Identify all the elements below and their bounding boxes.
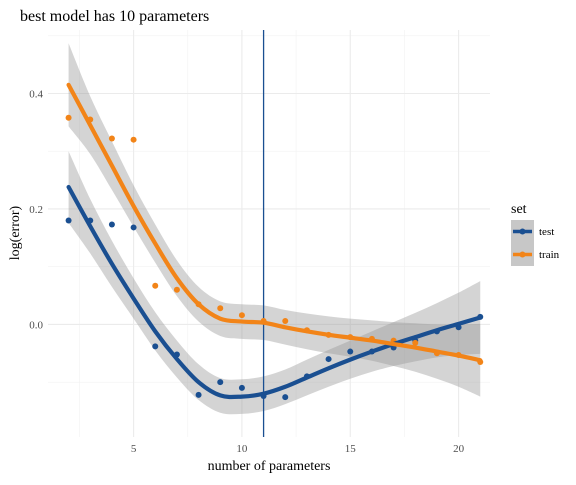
y-tick-label: 0.2 bbox=[29, 204, 43, 216]
data-point-test bbox=[195, 391, 202, 398]
data-point-train bbox=[130, 136, 137, 143]
x-tick-label: 10 bbox=[236, 443, 248, 455]
legend: set test train bbox=[511, 202, 560, 266]
y-axis-label: log(error) bbox=[8, 205, 23, 260]
data-point-test bbox=[347, 348, 354, 355]
data-point-train bbox=[238, 312, 245, 319]
chart-title: best model has 10 parameters bbox=[20, 8, 209, 25]
data-point-test bbox=[130, 224, 137, 231]
data-point-test bbox=[238, 384, 245, 391]
x-tick-label: 5 bbox=[131, 443, 137, 455]
data-point-train bbox=[173, 286, 180, 293]
confidence-band-train bbox=[68, 43, 481, 397]
data-point-train bbox=[65, 114, 72, 121]
data-point-train bbox=[108, 135, 115, 142]
smooth-lines bbox=[66, 82, 483, 400]
x-tick-label: 20 bbox=[453, 443, 465, 455]
data-point-test bbox=[217, 379, 224, 386]
tick-labels: 5 10 15 20 0.0 0.2 0.4 bbox=[29, 89, 464, 455]
legend-label-test: test bbox=[539, 226, 554, 238]
data-point-test bbox=[65, 217, 72, 224]
legend-key-point-test bbox=[519, 228, 526, 235]
legend-label-train: train bbox=[539, 249, 560, 261]
smooth-line-test bbox=[66, 184, 483, 400]
data-point-test bbox=[108, 221, 115, 228]
legend-key-point-train bbox=[519, 251, 526, 258]
y-tick-label: 0.4 bbox=[29, 89, 43, 101]
smooth-line-train bbox=[66, 82, 483, 363]
x-axis-label: number of parameters bbox=[208, 459, 331, 474]
data-point-test bbox=[152, 343, 159, 350]
data-point-train bbox=[217, 305, 224, 312]
confidence-bands bbox=[68, 43, 481, 415]
x-tick-label: 15 bbox=[345, 443, 357, 455]
data-point-train bbox=[152, 282, 159, 289]
y-tick-label: 0.0 bbox=[29, 319, 43, 331]
data-point-train bbox=[412, 339, 419, 346]
data-point-test bbox=[282, 394, 289, 401]
data-point-test bbox=[325, 356, 332, 363]
legend-title: set bbox=[511, 202, 527, 217]
data-point-train bbox=[282, 317, 289, 324]
